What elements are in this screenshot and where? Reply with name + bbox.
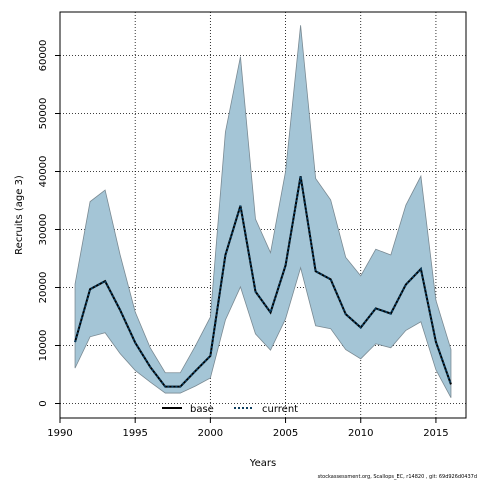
legend-base-label: base: [190, 404, 214, 415]
y-tick-label: 60000: [38, 40, 49, 72]
plot-frame: [59, 11, 467, 419]
footer-stamp: stockassessment.org, Scallops_EC, r14820…: [318, 474, 477, 480]
y-axis-title: Recruits (age 3): [14, 175, 25, 255]
x-tick-label: 2000: [198, 428, 223, 439]
x-tick-label: 1995: [122, 428, 147, 439]
x-axis-title: Years: [249, 458, 276, 469]
y-tick-label: 20000: [38, 272, 49, 304]
confidence-band-layer: [74, 25, 452, 398]
y-tick-label: 10000: [38, 330, 49, 362]
x-tick-label: 2010: [348, 428, 373, 439]
y-tick-label: 0: [38, 400, 49, 406]
legend: base current: [162, 404, 298, 415]
x-tick-label: 2005: [273, 428, 298, 439]
y-tick-label: 50000: [38, 98, 49, 130]
x-axis: 1990 1995 2000 2005 2010 2015: [47, 418, 449, 439]
y-axis: 0 10000 20000 30000 40000 50000 60000: [38, 40, 60, 407]
x-tick-label: 2015: [423, 428, 448, 439]
confidence-band: [74, 25, 452, 398]
x-tick-label: 1990: [47, 428, 72, 439]
y-tick-label: 30000: [38, 214, 49, 246]
series-line-current: [74, 175, 452, 388]
y-tick-label: 40000: [38, 156, 49, 188]
legend-current-label: current: [262, 404, 298, 415]
series-lines-layer: [74, 175, 452, 388]
